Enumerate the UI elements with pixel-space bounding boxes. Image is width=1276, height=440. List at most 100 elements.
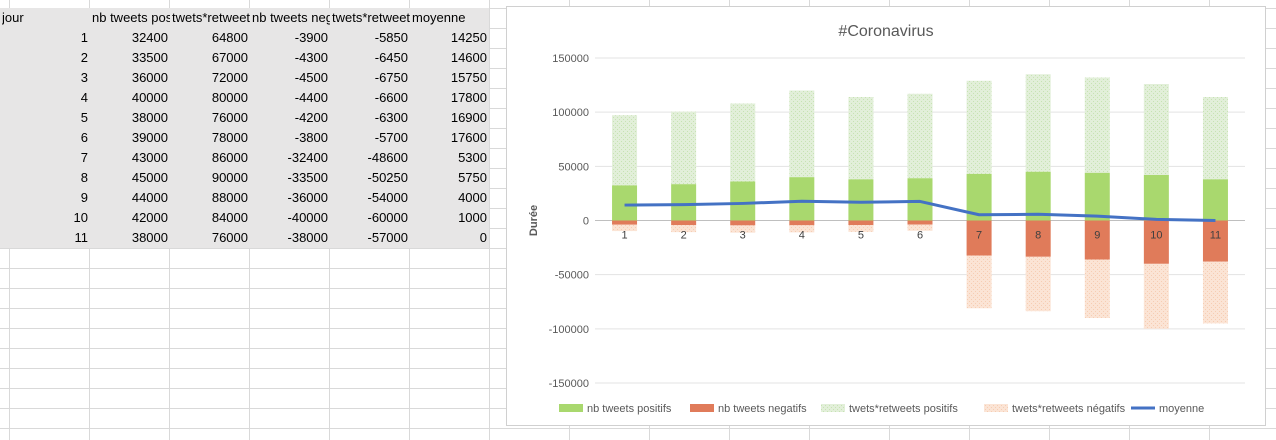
- table-cell[interactable]: -4300: [294, 50, 328, 65]
- table-cell[interactable]: -4200: [294, 110, 328, 125]
- table-cell[interactable]: 42000: [131, 210, 168, 225]
- legend-label: twets*retweets positifs: [849, 403, 958, 415]
- table-cell[interactable]: 40000: [131, 90, 168, 105]
- table-cell[interactable]: -40000: [287, 210, 328, 225]
- table-cell[interactable]: -6300: [374, 110, 408, 125]
- table-header-cell[interactable]: nb tweets negatifs: [252, 10, 330, 25]
- table-cell[interactable]: -60000: [367, 210, 408, 225]
- table-cell[interactable]: 67000: [211, 50, 248, 65]
- table-cell[interactable]: -33500: [287, 170, 328, 185]
- table-cell[interactable]: 78000: [211, 130, 248, 145]
- table-cell[interactable]: 10: [73, 210, 88, 225]
- table-cell[interactable]: 32400: [131, 30, 168, 45]
- table-cell[interactable]: 15750: [450, 70, 487, 85]
- table-cell[interactable]: -5850: [374, 30, 408, 45]
- table-cell[interactable]: 5300: [458, 150, 487, 165]
- table-cell[interactable]: 5750: [458, 170, 487, 185]
- bar-twets-retweets-negatifs: [907, 224, 933, 231]
- table-cell[interactable]: 43000: [131, 150, 168, 165]
- table-cell[interactable]: 4: [80, 90, 88, 105]
- table-cell[interactable]: 17800: [450, 90, 487, 105]
- table-cell[interactable]: 11: [74, 230, 89, 245]
- bar-twets-retweets-positifs: [612, 115, 638, 186]
- table-cell[interactable]: 3: [80, 70, 88, 85]
- table-cell[interactable]: 0: [479, 230, 487, 245]
- bar-twets-retweets-positifs: [1084, 77, 1110, 173]
- table-cell[interactable]: 90000: [211, 170, 248, 185]
- table-cell[interactable]: 44000: [131, 190, 168, 205]
- table-cell[interactable]: 64800: [211, 30, 248, 45]
- table-cell[interactable]: 1: [80, 30, 88, 45]
- bar-twets-retweets-positifs: [789, 90, 815, 178]
- table-cell[interactable]: 86000: [211, 150, 248, 165]
- y-tick-label: -150000: [549, 378, 589, 390]
- bar-nb-tweets-negatifs: [730, 220, 756, 226]
- table-cell[interactable]: 7: [80, 150, 88, 165]
- table-cell[interactable]: 38000: [131, 110, 168, 125]
- table-cell[interactable]: -4500: [294, 70, 328, 85]
- table-cell[interactable]: 38000: [131, 230, 168, 245]
- y-tick-label: 150000: [552, 53, 589, 65]
- table-cell[interactable]: 45000: [131, 170, 168, 185]
- bar-twets-retweets-negatifs: [1025, 256, 1051, 312]
- table-row: 1 32400 64800 -3900 -5850 14250: [0, 28, 489, 48]
- table-cell[interactable]: 6: [80, 130, 88, 145]
- table-cell[interactable]: 39000: [131, 130, 168, 145]
- table-header-cell[interactable]: moyenne: [412, 10, 466, 25]
- table-cell[interactable]: 9: [80, 190, 88, 205]
- table-cell[interactable]: -57000: [367, 230, 408, 245]
- table-cell[interactable]: 80000: [211, 90, 248, 105]
- x-tick-label: 6: [917, 230, 923, 242]
- table-cell[interactable]: 2: [80, 50, 88, 65]
- table-cell[interactable]: -32400: [287, 150, 328, 165]
- table-cell[interactable]: 8: [80, 170, 88, 185]
- bar-twets-retweets-positifs: [966, 80, 992, 174]
- bar-nb-tweets-positifs: [1143, 175, 1169, 221]
- table-header-cell[interactable]: twets*retweets positifs: [172, 10, 250, 25]
- legend-label: twets*retweets négatifs: [1012, 403, 1126, 415]
- table-cell[interactable]: 16900: [450, 110, 487, 125]
- table-cell[interactable]: -3800: [294, 130, 328, 145]
- table-cell[interactable]: 1000: [458, 210, 487, 225]
- table-cell[interactable]: -38000: [287, 230, 328, 245]
- table-cell[interactable]: -3900: [294, 30, 328, 45]
- table-cell[interactable]: 33500: [131, 50, 168, 65]
- table-cell[interactable]: 14250: [450, 30, 487, 45]
- table-row: 4 40000 80000 -4400 -6600 17800: [0, 88, 489, 108]
- table-row: 10 42000 84000 -40000 -60000 1000: [0, 208, 489, 228]
- x-tick-label: 1: [621, 230, 627, 242]
- table-cell[interactable]: 88000: [211, 190, 248, 205]
- table-header-cell[interactable]: twets*retweets négatifs: [332, 10, 410, 25]
- table-cell[interactable]: -50250: [367, 170, 408, 185]
- table-header-cell[interactable]: nb tweets positifs: [92, 10, 170, 25]
- table-cell[interactable]: -6750: [374, 70, 408, 85]
- chart-title: #Coronavirus: [838, 23, 933, 40]
- table-cell[interactable]: 4000: [458, 190, 487, 205]
- x-tick-label: 8: [1035, 230, 1041, 242]
- bar-nb-tweets-negatifs: [789, 220, 815, 226]
- table-cell[interactable]: 72000: [211, 70, 248, 85]
- table-row: 7 43000 86000 -32400 -48600 5300: [0, 148, 489, 168]
- bar-twets-retweets-negatifs: [848, 225, 874, 232]
- table-cell[interactable]: 36000: [131, 70, 168, 85]
- table-cell[interactable]: -48600: [367, 150, 408, 165]
- table-cell[interactable]: -5700: [374, 130, 408, 145]
- table-row: 9 44000 88000 -36000 -54000 4000: [0, 188, 489, 208]
- bar-nb-tweets-negatifs: [1084, 220, 1110, 260]
- table-cell[interactable]: -6450: [374, 50, 408, 65]
- chart-panel[interactable]: #Coronavirus 150000 100000 50000 0 -50000 -100…: [506, 6, 1266, 426]
- table-cell[interactable]: 76000: [211, 230, 248, 245]
- table-cell[interactable]: 14600: [450, 50, 487, 65]
- table-header-cell[interactable]: jour: [2, 10, 24, 25]
- table-cell[interactable]: -4400: [294, 90, 328, 105]
- table-cell[interactable]: 76000: [211, 110, 248, 125]
- x-tick-label: 9: [1094, 230, 1100, 242]
- table-cell[interactable]: -36000: [287, 190, 328, 205]
- table-cell[interactable]: 5: [80, 110, 88, 125]
- table-cell[interactable]: 84000: [211, 210, 248, 225]
- table-cell[interactable]: 17600: [450, 130, 487, 145]
- table-cell[interactable]: -54000: [367, 190, 408, 205]
- table-cell[interactable]: -6600: [374, 90, 408, 105]
